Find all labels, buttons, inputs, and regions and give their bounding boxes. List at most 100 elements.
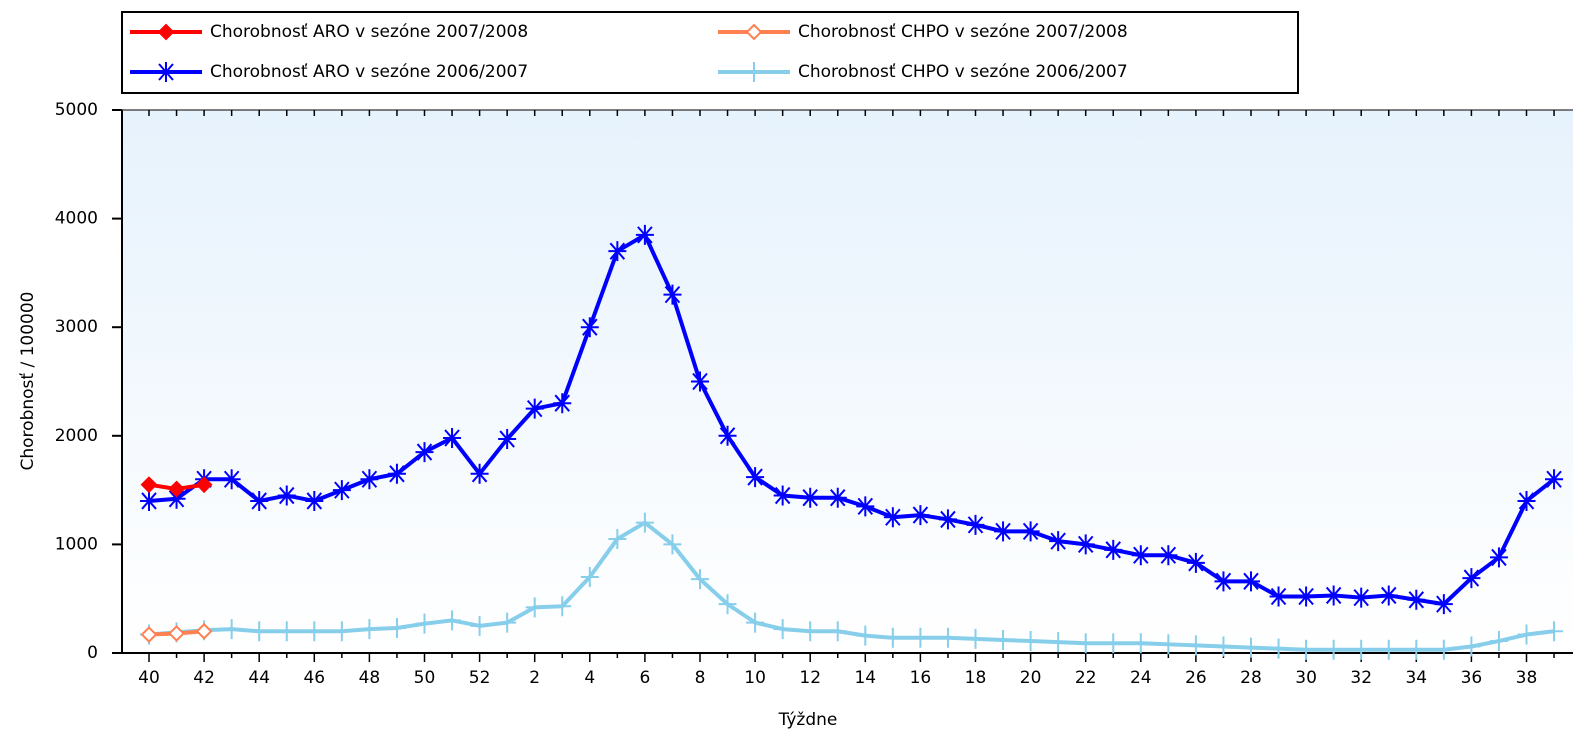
x-tick-label: 48 — [359, 668, 381, 688]
marker — [1545, 621, 1564, 642]
y-tick-label: 4000 — [55, 209, 98, 229]
y-axis-label: Chorobnosť / 100000 — [18, 292, 38, 471]
marker — [691, 569, 709, 590]
marker — [195, 622, 213, 640]
marker — [1076, 633, 1095, 654]
marker — [1545, 469, 1564, 490]
x-tick-label: 44 — [248, 668, 270, 688]
legend — [121, 11, 1299, 94]
marker — [663, 534, 682, 555]
marker — [1049, 632, 1068, 653]
marker — [1214, 571, 1233, 592]
marker — [1021, 521, 1040, 542]
x-tick-label: 40 — [138, 668, 160, 688]
marker — [938, 627, 957, 648]
x-tick-label: 6 — [639, 668, 650, 688]
marker — [856, 625, 875, 646]
marker — [277, 621, 296, 642]
x-tick-label: 52 — [469, 668, 491, 688]
x-tick-label: 26 — [1185, 668, 1207, 688]
x-tick-label: 22 — [1075, 668, 1097, 688]
marker — [1379, 639, 1398, 660]
marker — [387, 618, 406, 639]
x-tick-label: 2 — [529, 668, 540, 688]
marker — [1517, 624, 1536, 645]
marker — [443, 427, 462, 448]
legend-label: Chorobnosť ARO v sezóne 2007/2008 — [210, 22, 528, 42]
marker — [1214, 636, 1233, 657]
marker — [746, 467, 765, 488]
marker — [1159, 634, 1178, 655]
marker — [443, 610, 462, 631]
x-tick-label: 46 — [303, 668, 325, 688]
marker — [140, 476, 158, 494]
marker — [745, 23, 763, 41]
marker — [1159, 545, 1178, 566]
marker — [883, 507, 902, 528]
marker — [773, 485, 792, 506]
x-tick-label: 10 — [744, 668, 766, 688]
marker — [415, 613, 434, 634]
y-tick-label: 2000 — [55, 426, 98, 446]
marker — [1269, 638, 1288, 659]
x-tick-label: 14 — [854, 668, 876, 688]
marker — [525, 597, 544, 618]
marker — [470, 615, 489, 636]
x-tick-label: 42 — [193, 668, 215, 688]
x-tick-label: 18 — [965, 668, 987, 688]
marker — [911, 505, 930, 526]
marker — [498, 612, 517, 633]
marker — [718, 594, 737, 615]
x-tick-label: 36 — [1461, 668, 1483, 688]
marker — [608, 528, 627, 549]
x-tick-label: 32 — [1350, 668, 1372, 688]
marker — [1324, 585, 1343, 606]
marker — [470, 463, 489, 484]
marker — [1462, 568, 1481, 589]
marker — [415, 442, 434, 463]
marker — [387, 463, 406, 484]
marker — [1242, 571, 1260, 592]
marker — [580, 566, 599, 587]
marker — [498, 429, 517, 450]
marker — [222, 469, 241, 490]
marker — [745, 62, 763, 82]
marker — [718, 425, 737, 446]
marker — [1049, 531, 1068, 552]
y-tick-label: 0 — [87, 643, 98, 663]
marker — [553, 393, 572, 414]
marker — [1186, 635, 1205, 656]
series-line — [148, 232, 1556, 607]
marker — [168, 625, 185, 642]
marker — [140, 626, 158, 643]
marker — [1489, 631, 1508, 652]
x-tick-label: 4 — [584, 668, 595, 688]
marker — [168, 480, 185, 498]
marker — [553, 596, 572, 617]
marker — [801, 487, 820, 508]
marker — [856, 496, 875, 517]
x-tick-label: 30 — [1295, 668, 1317, 688]
x-tick-label: 28 — [1240, 668, 1262, 688]
marker — [1352, 587, 1371, 608]
marker — [1324, 639, 1343, 660]
x-tick-label: 24 — [1130, 668, 1152, 688]
x-axis-label: Týždne — [778, 710, 838, 730]
marker — [635, 224, 654, 245]
marker — [966, 628, 985, 649]
marker — [222, 619, 241, 640]
marker — [773, 619, 792, 640]
marker — [911, 627, 930, 648]
marker — [1407, 589, 1426, 610]
marker — [580, 317, 599, 338]
x-tick-label: 34 — [1405, 668, 1427, 688]
y-tick-label: 5000 — [55, 100, 98, 120]
marker — [1434, 594, 1453, 615]
marker — [1297, 586, 1316, 607]
marker — [332, 621, 351, 642]
marker — [994, 521, 1013, 542]
marker — [1242, 637, 1260, 658]
legend-label: Chorobnosť CHPO v sezóne 2006/2007 — [798, 62, 1128, 82]
x-tick-label: 50 — [414, 668, 436, 688]
